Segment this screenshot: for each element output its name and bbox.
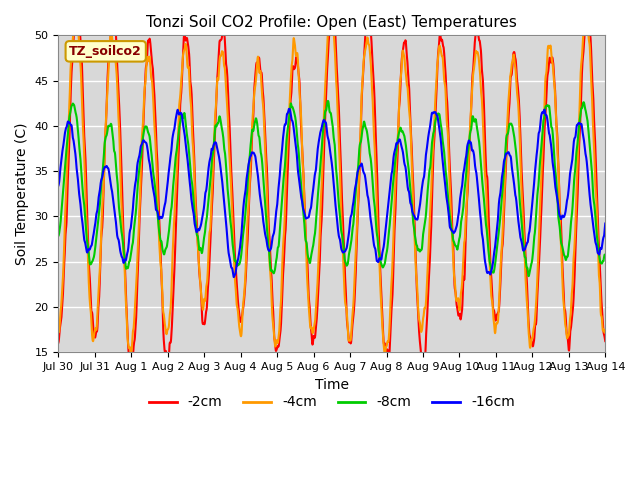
Legend: -2cm, -4cm, -8cm, -16cm: -2cm, -4cm, -8cm, -16cm xyxy=(143,390,520,415)
X-axis label: Time: Time xyxy=(315,377,349,392)
Text: TZ_soilco2: TZ_soilco2 xyxy=(69,45,142,58)
Title: Tonzi Soil CO2 Profile: Open (East) Temperatures: Tonzi Soil CO2 Profile: Open (East) Temp… xyxy=(147,15,517,30)
Y-axis label: Soil Temperature (C): Soil Temperature (C) xyxy=(15,122,29,265)
